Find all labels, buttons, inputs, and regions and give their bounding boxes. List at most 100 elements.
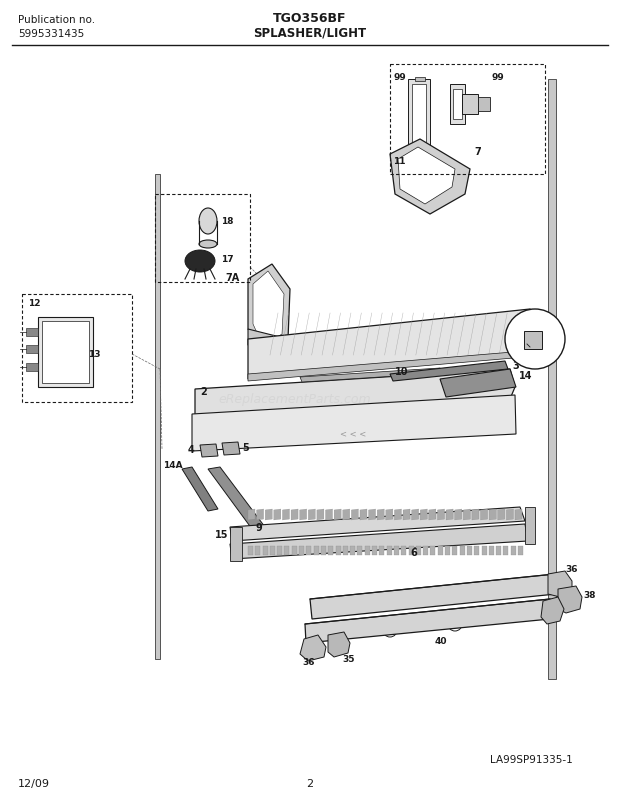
Polygon shape (257, 509, 264, 520)
Polygon shape (291, 509, 298, 520)
Ellipse shape (199, 209, 217, 234)
Polygon shape (334, 509, 341, 520)
Polygon shape (300, 635, 326, 661)
Polygon shape (415, 78, 425, 82)
Ellipse shape (206, 449, 212, 454)
Polygon shape (412, 509, 418, 520)
Polygon shape (482, 546, 487, 556)
Polygon shape (270, 546, 275, 556)
Polygon shape (467, 546, 472, 556)
Polygon shape (248, 352, 525, 381)
Text: 99: 99 (393, 73, 405, 83)
Text: 6: 6 (410, 548, 417, 557)
Polygon shape (277, 546, 282, 556)
Polygon shape (489, 546, 494, 556)
Polygon shape (368, 509, 376, 520)
Polygon shape (26, 345, 38, 353)
Polygon shape (305, 599, 555, 643)
Polygon shape (195, 369, 515, 418)
Polygon shape (453, 546, 458, 556)
Polygon shape (416, 546, 421, 556)
Ellipse shape (228, 446, 234, 451)
Polygon shape (230, 524, 528, 560)
Polygon shape (548, 571, 572, 597)
Text: 24: 24 (543, 323, 556, 332)
Text: 18: 18 (221, 218, 234, 226)
Polygon shape (248, 265, 290, 355)
Polygon shape (310, 574, 560, 619)
Polygon shape (548, 80, 556, 679)
Polygon shape (300, 369, 442, 382)
Text: 5: 5 (242, 442, 249, 452)
Polygon shape (292, 546, 297, 556)
Polygon shape (503, 546, 508, 556)
Polygon shape (26, 328, 38, 336)
Polygon shape (445, 546, 450, 556)
Polygon shape (454, 509, 462, 520)
Polygon shape (352, 509, 358, 520)
Polygon shape (463, 509, 471, 520)
Text: 11: 11 (393, 157, 405, 166)
Polygon shape (462, 95, 478, 115)
Polygon shape (408, 80, 430, 155)
Polygon shape (401, 546, 406, 556)
Polygon shape (394, 546, 399, 556)
Text: 35: 35 (342, 654, 355, 663)
Polygon shape (524, 332, 542, 349)
Text: 9: 9 (256, 522, 263, 532)
Polygon shape (248, 546, 253, 556)
Polygon shape (255, 546, 260, 556)
Polygon shape (42, 321, 89, 384)
Polygon shape (321, 546, 326, 556)
Polygon shape (480, 509, 487, 520)
Polygon shape (343, 546, 348, 556)
Polygon shape (230, 528, 242, 561)
Text: 7: 7 (474, 147, 480, 157)
Polygon shape (328, 546, 334, 556)
Text: LA99SP91335-1: LA99SP91335-1 (490, 754, 573, 764)
Text: 36: 36 (302, 658, 314, 666)
Text: Publication no.: Publication no. (18, 15, 95, 25)
Polygon shape (390, 140, 470, 214)
Polygon shape (446, 509, 453, 520)
Polygon shape (390, 361, 508, 381)
Polygon shape (253, 271, 284, 347)
Polygon shape (423, 546, 428, 556)
Polygon shape (511, 546, 516, 556)
Polygon shape (192, 396, 516, 451)
Polygon shape (403, 509, 410, 520)
Polygon shape (438, 509, 445, 520)
Text: 10: 10 (395, 366, 409, 377)
Polygon shape (438, 546, 443, 556)
Polygon shape (518, 546, 523, 556)
Circle shape (383, 623, 397, 638)
Polygon shape (328, 632, 350, 657)
Polygon shape (222, 442, 240, 455)
Text: < < <: < < < (340, 430, 366, 439)
Text: 14: 14 (519, 370, 533, 381)
Ellipse shape (199, 241, 217, 249)
Text: 3: 3 (512, 361, 519, 370)
Polygon shape (265, 509, 272, 520)
Polygon shape (248, 310, 540, 380)
Polygon shape (358, 546, 363, 556)
Polygon shape (453, 90, 462, 120)
Polygon shape (274, 509, 281, 520)
Polygon shape (314, 546, 319, 556)
Text: eReplacementParts.com: eReplacementParts.com (219, 393, 371, 406)
Polygon shape (263, 546, 268, 556)
Polygon shape (38, 318, 93, 388)
Polygon shape (248, 329, 340, 355)
Text: 5995331435: 5995331435 (18, 29, 84, 39)
Polygon shape (155, 175, 160, 659)
Polygon shape (450, 85, 465, 124)
Text: 17: 17 (221, 255, 234, 264)
Circle shape (448, 618, 462, 631)
Polygon shape (182, 467, 218, 512)
Bar (155, 195, 250, 283)
Polygon shape (472, 509, 479, 520)
Polygon shape (285, 546, 290, 556)
Polygon shape (558, 586, 582, 613)
Bar (390, 65, 545, 175)
Polygon shape (372, 546, 377, 556)
